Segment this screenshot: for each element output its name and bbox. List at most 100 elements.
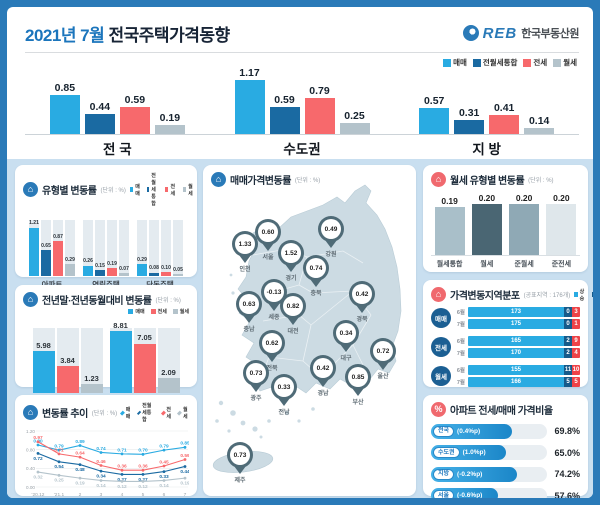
bar-value: 0.57 [423,94,445,107]
dist-row: 7월 175 0 1 [455,319,580,329]
dist-month-label: 6월 [456,368,465,374]
map-pin-value: 0.82 [283,296,303,316]
svg-text:0.36: 0.36 [138,464,148,470]
map-pin-value: 0.85 [348,367,368,387]
bar-value: 1.23 [84,373,99,383]
map-pin-제주: 0.73 제주 [227,442,253,484]
bar [29,227,39,276]
map-pin-head: -0.13 [261,279,287,305]
legend-item: 월세 [553,57,577,68]
rent-category-labels: 월세통합 월세 준월세 준전세 [431,259,580,269]
panel-vs-prev: ⌂ 전년말·전년동월대비 변동률 (단위 : %) 매매 전세 월세 5.98 3.8… [15,285,197,406]
group-label: 지 방 [472,142,501,157]
map-pin-경남: 0.42 경남 [310,355,336,397]
bar [56,366,79,393]
map-pin-region: 울산 [377,374,389,380]
svg-text:0.19: 0.19 [180,481,189,487]
bar-slot: 0.19 [107,210,117,276]
legend-item: 전세 [150,308,167,315]
house-icon: ⌂ [211,172,226,187]
svg-text:2: 2 [79,492,82,498]
dist-row: 7월 170 2 4 [455,348,580,358]
map-pin-region: 충북 [310,291,322,297]
svg-text:'21.1: '21.1 [54,492,65,498]
bar [80,384,103,393]
title-period: 2021년 7월 [25,25,105,45]
bar-group-연립주택: 0.260.150.190.07 연립주택 [83,210,129,290]
dist-group-rows: 6월 165 2 9 7월 170 2 4 [455,334,580,360]
map-pin-인천: 1.33 인천 [232,231,258,273]
panel-by-type-header: ⌂ 유형별 변동률 (단위 : %) 매매 전월세통합 전세 월세 [23,172,193,207]
ratio-track: 수도권 (1.0%p) [431,445,547,460]
map-pin-region: 인천 [239,267,251,273]
bar-value: 0.29 [137,256,147,263]
bar-group-bars: 0.26 0.15 0.19 0.07 [83,210,129,276]
legend-swatch [129,187,134,192]
bar [161,272,171,276]
legend-swatch [591,292,593,297]
dist-segment-보합: 5 [564,377,572,387]
dist-row: 6월 155 11 10 [455,365,580,375]
bar [454,119,485,134]
bar-value: 1.21 [29,220,39,227]
ratio-region-pill: 수도권 [433,447,460,458]
panel-trend: ⌂ 변동률 추이 (단위 : %) 매매 전월세통합 전세 월세 1.20 0.80 0.… [15,395,197,498]
bar-slot: 8.81 [109,318,132,393]
bar-value: 0.19 [441,195,458,206]
dist-stacked-bar: 170 2 4 [468,348,580,358]
rent-bar-slot: 0.20 [546,193,577,255]
bar-slot: 3.84 [56,318,79,393]
svg-text:0.80: 0.80 [26,447,35,452]
panel-title: 전년말·전년동월대비 변동률 [42,296,152,307]
legend-swatch [136,410,142,415]
dist-row: 6월 165 2 9 [455,336,580,346]
bar-value: 0.20 [553,193,570,203]
ratio-value: 69.8% [554,426,580,436]
svg-text:0.32: 0.32 [33,474,43,480]
legend-label: 전월세통합 [151,173,156,207]
map-pin-head: 0.42 [310,355,336,381]
bar-slot: 0.05 [173,210,183,276]
dist-stacked-bar: 166 5 5 [468,377,580,387]
overview-group-1: 1.17 0.59 0.79 0.25 [210,67,395,134]
header-divider [25,52,579,53]
legend-swatch [147,187,150,192]
legend-label: 월세 [183,406,188,420]
map-pin-value: 0.74 [306,258,326,278]
svg-text:0.00: 0.00 [26,485,35,490]
dist-segment-상승: 173 [468,307,564,317]
dist-group-rows: 6월 173 0 3 7월 175 0 1 [455,305,580,331]
bar-value: 0.05 [173,266,183,273]
ratio-row-전국: 전국 (0.4%p) 69.8% [431,423,580,439]
map-pin-head: 0.62 [259,330,285,356]
legend-label: 전세 [157,309,167,315]
legend-swatch [172,309,178,314]
bar-slot: 0.29 [65,210,75,276]
bar-group-bars: 5.98 3.84 1.23 [32,318,103,393]
legend-swatch [120,410,125,415]
reb-logo-icon [462,25,479,41]
map-pin-head: 0.73 [243,360,269,386]
legend-item: 전월세통합 [147,172,159,207]
ratio-change-label: (-0.6%p) [457,492,483,498]
panel-vs-prev-header: ⌂ 전년말·전년동월대비 변동률 (단위 : %) [23,292,189,307]
ratio-bars: 전국 (0.4%p) 69.8% 수도권 (1.0%p) 65.0% 지방 (-0.2%p) 7… [431,423,580,498]
bar-group-전년동월: 8.817.052.09전년동월 [109,318,180,407]
bar-track [157,328,180,393]
overview-bar-slot: 0.25 [339,110,370,134]
bar [95,270,105,276]
overview-bar-slot: 0.79 [304,85,335,134]
bar [65,264,75,276]
bar [109,331,132,393]
map-pin-경북: 0.42 경북 [349,281,375,323]
reb-logo-text: REB [482,24,518,42]
dist-segment-상승: 175 [468,319,564,329]
bar-value: 1.17 [239,67,260,80]
map-pin-value: 0.33 [274,377,294,397]
svg-text:0.25: 0.25 [54,478,64,484]
dist-stacked-bar: 155 11 10 [468,365,580,375]
dist-month-label: 6월 [456,339,465,345]
legend-label: 월세 [188,183,193,197]
legend-swatch [160,410,166,415]
map-pin-region: 서울 [262,255,274,261]
